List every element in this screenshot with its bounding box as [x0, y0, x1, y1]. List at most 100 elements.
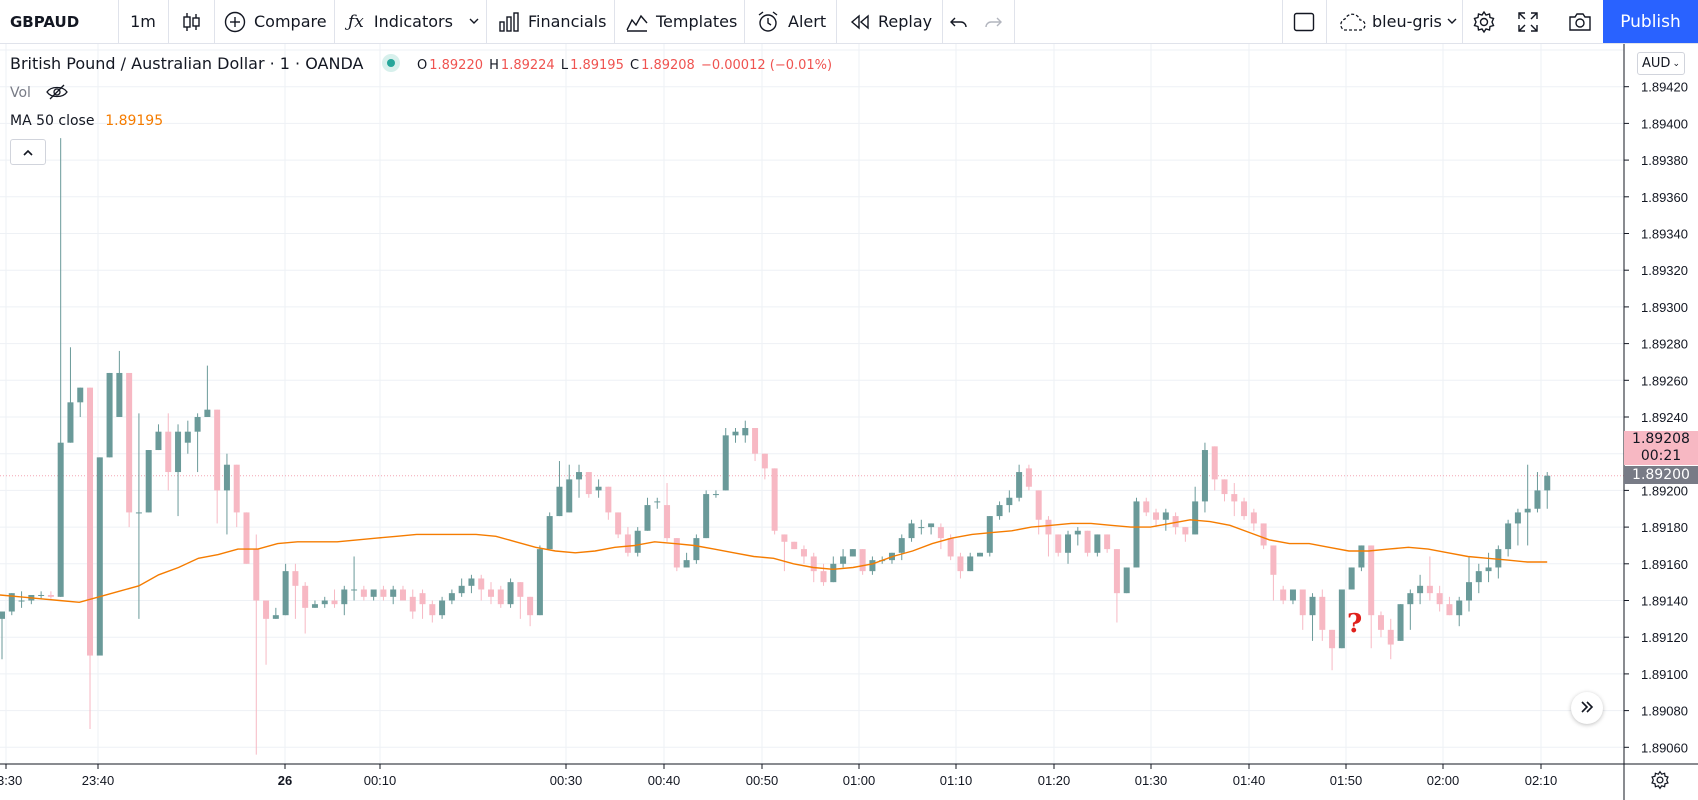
candle — [233, 464, 240, 528]
candle-body — [1426, 585, 1433, 594]
candle — [135, 413, 142, 619]
candle — [1074, 527, 1081, 546]
chart-settings-button[interactable] — [1650, 770, 1670, 794]
candle — [263, 600, 270, 665]
candle — [184, 420, 191, 454]
redo-button[interactable] — [976, 0, 1010, 43]
interval-button[interactable]: 1m — [118, 0, 168, 43]
candle-body — [468, 578, 475, 586]
price-tick-label: 1.89400 — [1641, 116, 1688, 131]
financials-button[interactable]: Financials — [486, 0, 614, 43]
candle — [321, 596, 328, 608]
candle — [1182, 527, 1189, 542]
volume-legend[interactable]: Vol — [10, 83, 68, 105]
layout-button[interactable]: bleu-gris — [1326, 0, 1462, 43]
candle-body — [1387, 629, 1394, 645]
candle-body — [1211, 446, 1218, 480]
candle-body — [517, 582, 524, 597]
candle — [1123, 567, 1130, 594]
time-tick-label: 23:40 — [82, 773, 115, 788]
symbol-title[interactable]: British Pound / Australian Dollar · 1 · … — [10, 54, 364, 73]
candle — [703, 490, 710, 539]
scroll-to-realtime-button[interactable] — [1571, 692, 1603, 724]
candle-body — [1260, 523, 1267, 546]
indicators-button[interactable]: ƒx Indicators — [334, 0, 486, 43]
candle-body — [135, 512, 142, 514]
candle-body — [918, 527, 925, 529]
candle — [96, 457, 103, 656]
candle — [488, 582, 494, 605]
settings-button[interactable] — [1462, 0, 1506, 43]
candle-body — [820, 571, 827, 583]
candle — [1495, 545, 1502, 579]
candle-body — [370, 589, 377, 597]
price-tick-label: 1.89420 — [1641, 80, 1688, 95]
candle — [1407, 589, 1414, 630]
fullscreen-button[interactable] — [1506, 0, 1550, 43]
price-tick-label: 1.89320 — [1641, 263, 1688, 278]
symbol-search-button[interactable]: GBPAUD — [10, 0, 110, 43]
candle-body — [439, 600, 446, 616]
candle — [77, 387, 84, 417]
compare-button[interactable]: Compare — [214, 0, 334, 43]
undo-button[interactable] — [942, 0, 976, 43]
candle-body — [311, 604, 318, 608]
candle-body — [1045, 519, 1052, 535]
candle-body — [585, 472, 592, 495]
candle-body — [957, 556, 964, 572]
candle — [311, 600, 318, 608]
candle — [1280, 585, 1287, 605]
candle — [331, 589, 338, 608]
candle-body — [106, 372, 113, 458]
alert-button[interactable]: Alert — [744, 0, 836, 43]
publish-button[interactable]: Publish — [1603, 0, 1698, 43]
candle — [1387, 618, 1394, 660]
candle — [1162, 508, 1169, 531]
ma-price-tag: 1.89200 — [1624, 466, 1698, 484]
candle-body — [1475, 571, 1482, 583]
candle-body — [722, 435, 729, 491]
candle-body — [1182, 527, 1189, 535]
candle-body — [458, 585, 465, 594]
currency-button[interactable]: AUD ⌄ — [1637, 52, 1685, 75]
candle-body — [1250, 512, 1257, 524]
snapshot-button[interactable] — [1558, 0, 1602, 43]
undo-icon — [949, 14, 969, 30]
collapse-legend-button[interactable] — [10, 139, 46, 165]
chevron-up-icon — [22, 143, 34, 162]
question-mark-annotation[interactable]: ? — [1347, 609, 1363, 639]
chart-type-button[interactable] — [168, 0, 214, 43]
replay-button[interactable]: Replay — [836, 0, 942, 43]
ma-line — [0, 519, 1548, 604]
time-tick-label: 01:40 — [1233, 773, 1266, 788]
candle — [1319, 589, 1326, 641]
chart-pane[interactable]: 1.89420 1.89400 1.89380 1.89360 1.89340 1.893… — [0, 44, 1698, 800]
candle-body — [1505, 523, 1512, 550]
candle — [1250, 508, 1257, 531]
candle — [18, 591, 25, 608]
ma-legend[interactable]: MA 50 close 1.89195 — [10, 111, 163, 129]
candle — [977, 552, 983, 557]
time-tick-label: 01:50 — [1330, 773, 1363, 788]
candle — [282, 563, 289, 616]
candle — [341, 585, 348, 616]
candle-body — [96, 457, 103, 656]
time-tick-label: 00:30 — [550, 773, 583, 788]
candle — [1104, 534, 1111, 553]
candle-body — [791, 541, 798, 550]
eye-hidden-icon[interactable] — [45, 83, 68, 105]
candle — [742, 420, 749, 443]
candle-body — [380, 589, 387, 597]
candle — [0, 611, 5, 660]
candle-body — [908, 523, 915, 539]
candle-body — [204, 409, 211, 417]
candle — [204, 365, 211, 417]
fullscreen-toggle-button[interactable] — [1282, 0, 1326, 43]
candle-body — [302, 585, 309, 608]
candle — [145, 450, 152, 513]
candle — [791, 541, 798, 550]
templates-button[interactable]: Templates — [614, 0, 744, 43]
candle-body — [771, 468, 778, 531]
chart-canvas[interactable]: 1.89420 1.89400 1.89380 1.89360 1.89340 1.893… — [0, 44, 1698, 800]
candle-body — [77, 387, 84, 403]
